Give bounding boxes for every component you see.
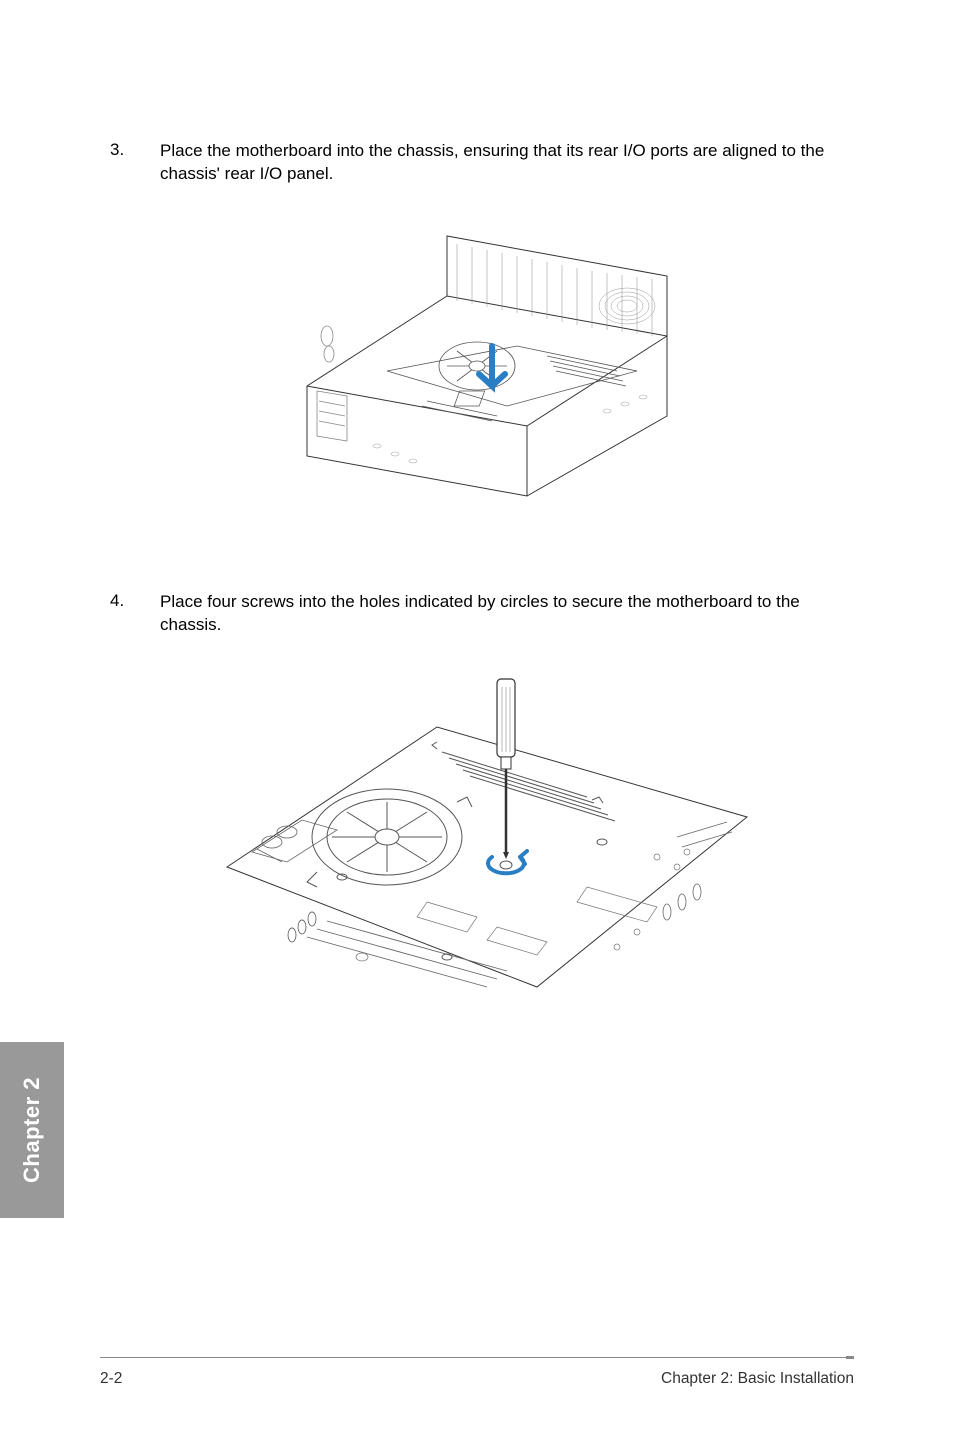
chapter-title: Chapter 2: Basic Installation: [661, 1370, 854, 1388]
step-4: 4. Place four screws into the holes indi…: [110, 591, 844, 637]
chapter-tab-label: Chapter 2: [19, 1077, 45, 1183]
screw-motherboard-figure: [110, 657, 844, 1032]
chapter-tab: Chapter 2: [0, 1042, 64, 1218]
step-3: 3. Place the motherboard into the chassi…: [110, 140, 844, 186]
page-footer: 2-2 Chapter 2: Basic Installation: [100, 1370, 854, 1388]
step-text: Place four screws into the holes indicat…: [160, 591, 844, 637]
motherboard-chassis-figure: [110, 206, 844, 511]
step-number: 4.: [110, 591, 160, 637]
footer-rule: [100, 1357, 854, 1358]
step-text: Place the motherboard into the chassis, …: [160, 140, 844, 186]
page-number: 2-2: [100, 1370, 122, 1388]
step-number: 3.: [110, 140, 160, 186]
